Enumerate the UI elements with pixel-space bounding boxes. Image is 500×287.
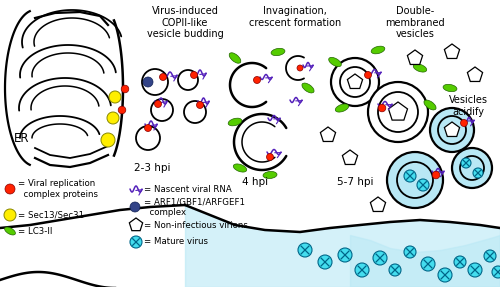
Circle shape [460, 119, 468, 127]
Ellipse shape [263, 171, 277, 179]
Circle shape [107, 112, 119, 124]
Ellipse shape [4, 227, 16, 235]
Ellipse shape [228, 118, 242, 126]
Circle shape [318, 255, 332, 269]
Circle shape [266, 154, 274, 160]
Circle shape [432, 171, 440, 179]
Text: 5-7 hpi: 5-7 hpi [337, 177, 373, 187]
Circle shape [190, 71, 198, 79]
Circle shape [368, 82, 428, 142]
Ellipse shape [302, 83, 314, 93]
Circle shape [144, 125, 152, 131]
Text: 4 hpi: 4 hpi [242, 177, 268, 187]
Polygon shape [388, 102, 407, 120]
Circle shape [454, 256, 466, 268]
Circle shape [452, 148, 492, 188]
Polygon shape [130, 218, 142, 231]
Circle shape [154, 100, 162, 108]
Circle shape [373, 251, 387, 265]
Circle shape [438, 116, 466, 144]
Text: = LC3-II: = LC3-II [18, 226, 52, 236]
Ellipse shape [443, 84, 457, 92]
Text: Double-
membraned
vesicles: Double- membraned vesicles [385, 6, 445, 39]
Circle shape [378, 104, 386, 112]
Circle shape [397, 162, 433, 198]
Circle shape [364, 71, 372, 79]
Circle shape [387, 152, 443, 208]
Circle shape [121, 85, 129, 93]
Circle shape [417, 179, 429, 191]
Circle shape [430, 108, 474, 152]
Circle shape [143, 77, 153, 87]
Polygon shape [370, 197, 386, 212]
Circle shape [160, 73, 166, 80]
Text: = Nascent viral RNA: = Nascent viral RNA [144, 185, 232, 193]
Circle shape [468, 263, 482, 277]
Polygon shape [468, 67, 482, 82]
Text: 2-3 hpi: 2-3 hpi [134, 163, 170, 173]
Circle shape [331, 58, 379, 106]
Circle shape [130, 236, 142, 248]
Text: = Sec13/Sec31: = Sec13/Sec31 [18, 210, 84, 220]
Text: Virus-induced
COPII-like
vesicle budding: Virus-induced COPII-like vesicle budding [146, 6, 224, 39]
Circle shape [484, 250, 496, 262]
Polygon shape [348, 74, 362, 88]
Circle shape [254, 77, 260, 84]
Circle shape [5, 184, 15, 194]
Circle shape [4, 209, 16, 221]
Circle shape [421, 257, 435, 271]
Circle shape [404, 246, 416, 258]
Circle shape [151, 99, 173, 121]
Polygon shape [342, 150, 357, 164]
Circle shape [492, 266, 500, 278]
Polygon shape [444, 122, 460, 137]
Ellipse shape [271, 48, 285, 56]
Circle shape [297, 65, 303, 71]
Circle shape [298, 243, 312, 257]
Circle shape [136, 126, 160, 150]
Ellipse shape [229, 53, 241, 63]
Circle shape [338, 248, 352, 262]
Circle shape [130, 202, 140, 212]
Circle shape [461, 158, 471, 168]
Text: = Non-infectious virions: = Non-infectious virions [144, 220, 248, 230]
Text: = ARF1/GBF1/ARFGEF1
  complex: = ARF1/GBF1/ARFGEF1 complex [144, 197, 245, 217]
Ellipse shape [424, 100, 436, 110]
Circle shape [378, 92, 418, 132]
Circle shape [404, 170, 416, 182]
Circle shape [109, 91, 121, 103]
Circle shape [184, 101, 206, 123]
Ellipse shape [328, 57, 342, 67]
Ellipse shape [336, 104, 348, 112]
Circle shape [196, 102, 203, 108]
Polygon shape [320, 127, 336, 141]
Circle shape [355, 263, 369, 277]
Text: = Viral replication
  complex proteins: = Viral replication complex proteins [18, 179, 98, 199]
Text: Invagination,
crescent formation: Invagination, crescent formation [249, 6, 341, 28]
Ellipse shape [234, 164, 246, 172]
Ellipse shape [371, 46, 385, 54]
Circle shape [142, 69, 168, 95]
Text: ER: ER [14, 131, 30, 144]
Ellipse shape [414, 64, 426, 72]
Text: Vesicles
acidify: Vesicles acidify [448, 95, 488, 117]
Text: = Mature virus: = Mature virus [144, 238, 208, 247]
Circle shape [118, 106, 126, 114]
Circle shape [460, 156, 484, 180]
Circle shape [389, 264, 401, 276]
Polygon shape [408, 50, 422, 65]
Circle shape [438, 268, 452, 282]
Circle shape [473, 168, 483, 178]
Circle shape [340, 67, 370, 97]
Circle shape [101, 133, 115, 147]
Polygon shape [444, 44, 460, 59]
Circle shape [178, 70, 198, 90]
